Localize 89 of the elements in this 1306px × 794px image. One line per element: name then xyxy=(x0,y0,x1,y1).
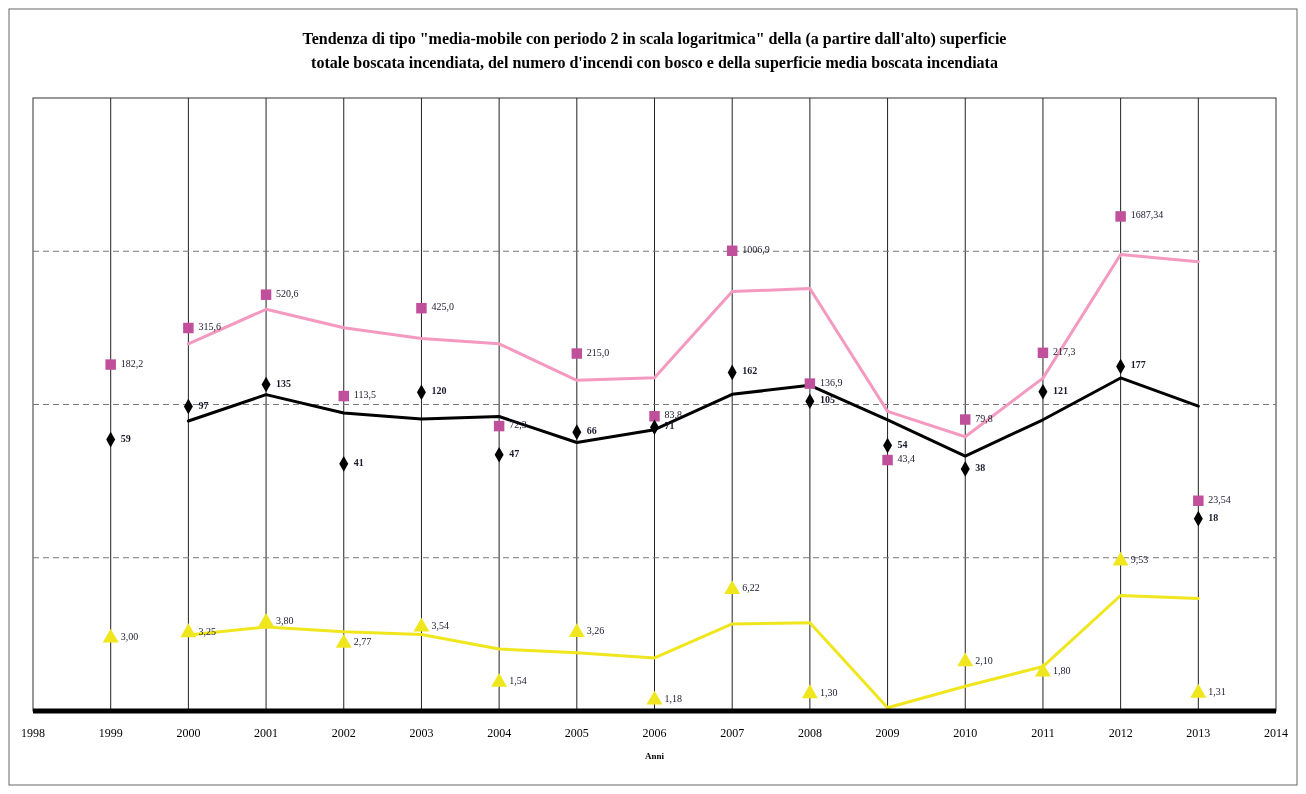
point xyxy=(180,623,197,638)
point xyxy=(957,652,974,667)
data-label: 3,00 xyxy=(120,630,139,642)
point xyxy=(1115,211,1126,222)
data-label: 66 xyxy=(586,425,597,437)
x-tick-label: 2003 xyxy=(409,726,434,740)
point xyxy=(1037,347,1049,359)
point xyxy=(102,628,119,643)
data-label: 47 xyxy=(509,447,520,459)
data-label: 136,9 xyxy=(819,376,843,388)
chart-title: Tendenza di tipo "media-mobile con periodo 2 in scala logaritmica" della (a partire dall'alto) superficie totale boscata incendiata, del numero d'incendi con bosco e della superficie media boscata incendiata xyxy=(302,30,1007,72)
point xyxy=(1112,551,1129,566)
x-axis-title: Anni xyxy=(644,751,665,761)
data-label: 113,5 xyxy=(353,389,376,401)
point xyxy=(183,322,194,334)
x-tick-label: 2013 xyxy=(1186,726,1211,740)
data-label: 3,80 xyxy=(276,615,294,627)
x-tick-label: 2014 xyxy=(1264,726,1288,740)
data-label: 1,80 xyxy=(1052,664,1071,676)
data-label: 1,30 xyxy=(819,686,838,698)
point xyxy=(726,245,738,257)
point xyxy=(491,673,508,687)
point xyxy=(801,684,818,699)
data-label: 18 xyxy=(1208,511,1219,523)
point xyxy=(416,302,427,314)
x-tick-label: 1998 xyxy=(21,726,45,740)
x-tick-label: 2012 xyxy=(1108,726,1133,740)
data-label: 2,10 xyxy=(975,654,993,666)
point xyxy=(1190,683,1207,698)
x-tick-label: 2007 xyxy=(720,726,745,740)
point xyxy=(413,617,430,632)
x-tick-label: 2006 xyxy=(642,726,667,740)
data-label: 215,0 xyxy=(586,346,610,358)
data-label: 43,4 xyxy=(897,453,916,465)
point xyxy=(493,420,505,432)
data-label: 182,2 xyxy=(120,357,144,369)
point xyxy=(646,690,663,705)
x-tick-label: 2009 xyxy=(875,726,900,740)
point xyxy=(260,289,272,300)
data-label: 9,53 xyxy=(1130,553,1149,565)
point xyxy=(568,623,585,637)
x-tick-label: 2001 xyxy=(254,726,279,740)
data-label: 105 xyxy=(819,394,835,406)
x-tick-label: 2010 xyxy=(953,726,978,740)
data-label: 54 xyxy=(897,438,908,450)
x-tick-label: 1999 xyxy=(98,726,123,740)
data-label: 217,3 xyxy=(1052,345,1076,357)
data-label: 6,22 xyxy=(742,582,760,594)
data-label: 162 xyxy=(742,365,758,377)
point xyxy=(105,359,116,370)
data-label: 425,0 xyxy=(431,301,454,313)
data-label: 315,6 xyxy=(198,321,221,333)
data-label: 79,8 xyxy=(975,412,993,424)
point xyxy=(649,411,660,422)
data-label: 1006,9 xyxy=(742,243,770,255)
data-label: 3,54 xyxy=(431,619,449,631)
data-label: 83,8 xyxy=(664,409,682,421)
data-label: 177 xyxy=(1130,359,1146,371)
x-tick-label: 2004 xyxy=(487,726,512,740)
point xyxy=(724,580,741,594)
data-label: 2,77 xyxy=(353,636,372,648)
data-label: 1,31 xyxy=(1208,686,1226,698)
data-label: 121 xyxy=(1052,384,1068,396)
x-tick-label: 2002 xyxy=(331,726,356,740)
point xyxy=(882,454,893,466)
data-label: 1,18 xyxy=(664,692,682,704)
x-tick-label: 2011 xyxy=(1031,726,1055,740)
data-label: 1687,34 xyxy=(1130,209,1164,221)
data-label: 38 xyxy=(975,461,986,473)
data-label: 120 xyxy=(431,385,447,397)
data-label: 23,54 xyxy=(1208,493,1231,505)
point xyxy=(335,633,352,648)
point xyxy=(804,378,816,389)
data-label: 3,25 xyxy=(198,625,216,637)
point xyxy=(1193,495,1204,507)
point xyxy=(338,390,349,402)
data-label: 3,26 xyxy=(586,625,605,637)
data-label: 59 xyxy=(120,432,131,444)
x-tick-label: 2000 xyxy=(176,726,201,740)
data-label: 1,54 xyxy=(509,675,527,687)
point xyxy=(960,414,971,425)
data-label: 135 xyxy=(276,377,292,389)
x-tick-label: 2008 xyxy=(797,726,822,740)
point xyxy=(1034,662,1051,677)
x-tick-label: 2005 xyxy=(564,726,589,740)
point xyxy=(571,348,583,359)
point xyxy=(258,612,275,627)
data-label: 520,6 xyxy=(276,287,299,299)
data-label: 41 xyxy=(353,456,364,468)
